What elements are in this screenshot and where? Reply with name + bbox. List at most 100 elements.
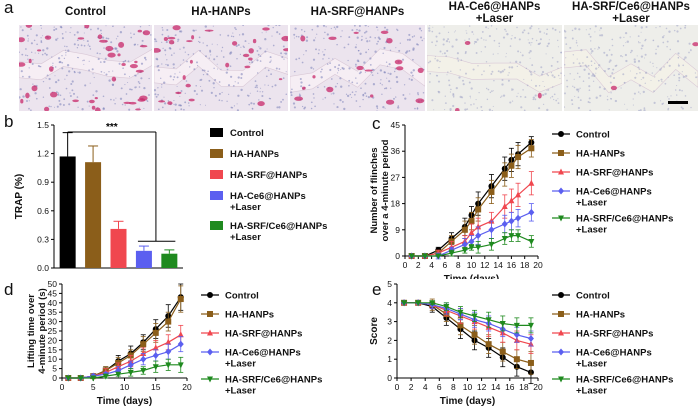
nucleus-dot: [45, 53, 48, 56]
nucleus-dot: [464, 108, 467, 111]
nucleus-dot: [431, 99, 434, 102]
nucleus-dot: [676, 30, 679, 33]
trap-positive-stain: [204, 29, 214, 32]
nucleus-dot: [40, 40, 43, 42]
nucleus-dot: [105, 73, 108, 76]
nucleus-dot: [127, 60, 130, 63]
nucleus-dot: [451, 45, 454, 48]
nucleus-dot: [59, 103, 62, 106]
nucleus-dot: [195, 29, 197, 31]
nucleus-dot: [330, 27, 332, 30]
y-tick-label: 9: [395, 225, 400, 235]
nucleus-dot: [486, 98, 489, 101]
nucleus-dot: [324, 96, 327, 99]
legend-label: HA-Ce6@HANPs: [225, 348, 301, 359]
nucleus-dot: [533, 70, 536, 73]
nucleus-dot: [642, 76, 645, 79]
nucleus-dot: [609, 59, 612, 62]
trap-positive-stain: [135, 108, 141, 111]
data-point: [515, 154, 522, 161]
nucleus-dot: [473, 43, 476, 45]
nucleus-dot: [587, 64, 590, 67]
nucleus-dot: [81, 108, 84, 111]
nucleus-dot: [638, 68, 640, 70]
nucleus-dot: [437, 90, 440, 93]
nucleus-dot: [148, 77, 150, 80]
nucleus-dot: [411, 74, 414, 77]
nucleus-dot: [173, 52, 175, 54]
nucleus-dot: [253, 102, 255, 105]
nucleus-dot: [323, 53, 326, 56]
nucleus-dot: [442, 53, 444, 55]
x-tick-label: 10: [463, 382, 473, 392]
nucleus-dot: [583, 68, 586, 71]
nucleus-dot: [59, 60, 62, 64]
nucleus-dot: [163, 81, 166, 84]
nucleus-dot: [122, 67, 124, 70]
nucleus-dot: [111, 83, 115, 86]
trap-positive-stain: [142, 30, 151, 36]
nucleus-dot: [154, 38, 155, 40]
nucleus-dot: [122, 60, 125, 63]
nucleus-dot: [609, 81, 612, 84]
nucleus-dot: [63, 57, 66, 60]
nucleus-dot: [355, 91, 357, 93]
nucleus-dot: [361, 35, 363, 38]
nucleus-dot: [519, 61, 522, 64]
nucleus-dot: [401, 58, 405, 61]
nucleus-dot: [298, 94, 302, 97]
nucleus-dot: [134, 43, 136, 45]
trap-positive-stain: [97, 34, 103, 40]
nucleus-dot: [228, 93, 230, 95]
trap-positive-stain: [121, 63, 126, 66]
nucleus-dot: [448, 79, 450, 82]
nucleus-dot: [212, 25, 214, 27]
nucleus-dot: [89, 82, 91, 84]
nucleus-dot: [36, 43, 38, 46]
nucleus-dot: [480, 37, 483, 39]
nucleus-dot: [54, 80, 58, 84]
nucleus-dot: [605, 54, 609, 57]
nucleus-dot: [579, 99, 582, 101]
trap-positive-stain: [281, 35, 288, 42]
data-point: [527, 359, 534, 366]
nucleus-dot: [595, 72, 597, 74]
y-tick-label: 0: [395, 251, 400, 261]
series-line-3: [404, 302, 532, 345]
nucleus-dot: [21, 53, 24, 56]
nucleus-dot: [243, 46, 245, 49]
nucleus-dot: [565, 43, 568, 45]
nucleus-dot: [480, 51, 482, 53]
nucleus-dot: [485, 61, 488, 63]
nucleus-dot: [521, 31, 524, 34]
nucleus-dot: [157, 108, 160, 111]
nucleus-dot: [343, 46, 346, 49]
trap-positive-stain: [312, 75, 316, 79]
nucleus-dot: [256, 59, 259, 62]
legend-label-line2: +Laser: [576, 198, 607, 209]
nucleus-dot: [156, 58, 159, 61]
nucleus-dot: [322, 51, 324, 53]
nucleus-dot: [472, 68, 475, 71]
nucleus-dot: [138, 107, 140, 109]
nucleus-dot: [516, 65, 518, 68]
nucleus-dot: [366, 40, 369, 43]
nucleus-dot: [481, 30, 484, 33]
nucleus-dot: [542, 93, 545, 97]
nucleus-dot: [58, 99, 61, 102]
nucleus-dot: [438, 32, 441, 35]
nucleus-dot: [66, 74, 68, 77]
data-point: [501, 220, 508, 228]
trap-positive-stain: [189, 59, 193, 64]
nucleus-dot: [610, 53, 613, 56]
nucleus-dot: [443, 26, 445, 28]
nucleus-dot: [123, 26, 126, 28]
nucleus-dot: [54, 75, 56, 77]
nucleus-dot: [282, 77, 285, 79]
nucleus-dot: [161, 33, 164, 36]
nucleus-dot: [594, 31, 596, 33]
data-point: [177, 362, 184, 369]
panel-label-b: b: [4, 112, 14, 131]
nucleus-dot: [214, 78, 217, 82]
